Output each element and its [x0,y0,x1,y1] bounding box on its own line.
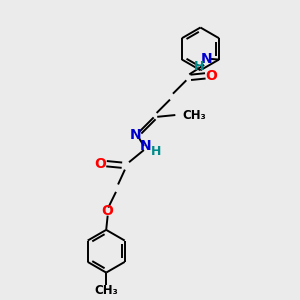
Text: O: O [102,204,114,218]
Text: N: N [201,52,212,66]
Text: N: N [140,140,152,154]
Text: O: O [205,69,217,83]
Text: N: N [130,128,142,142]
Text: CH₃: CH₃ [94,284,118,297]
Text: H: H [151,145,161,158]
Text: CH₃: CH₃ [182,109,206,122]
Text: H: H [194,60,204,73]
Text: O: O [94,157,106,171]
